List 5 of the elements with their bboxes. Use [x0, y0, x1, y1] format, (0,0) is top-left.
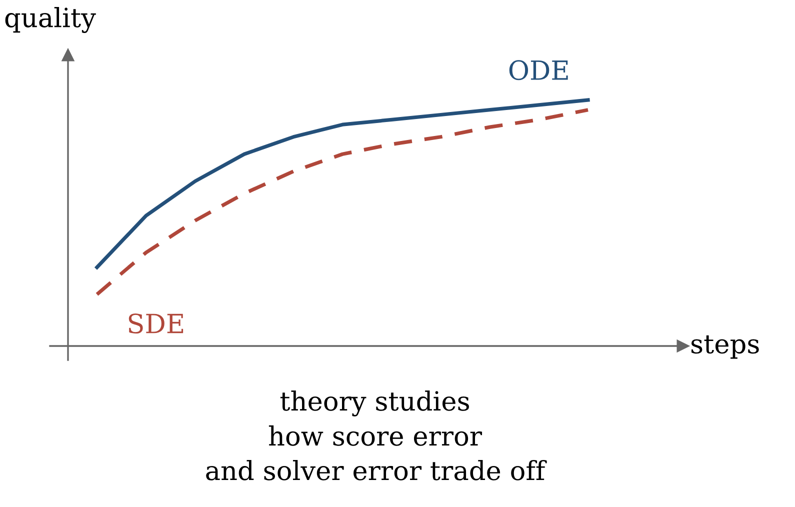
x-axis-title: steps: [691, 335, 759, 359]
y-axis-title: quality: [5, 7, 96, 33]
series-label: SDE: [128, 314, 184, 334]
text: theory studies how score error and solver error trade off: [206, 390, 547, 480]
series-label: ODE: [509, 60, 568, 80]
